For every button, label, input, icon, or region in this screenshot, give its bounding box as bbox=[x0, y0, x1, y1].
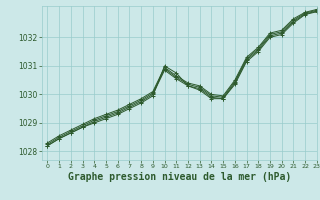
X-axis label: Graphe pression niveau de la mer (hPa): Graphe pression niveau de la mer (hPa) bbox=[68, 172, 291, 182]
